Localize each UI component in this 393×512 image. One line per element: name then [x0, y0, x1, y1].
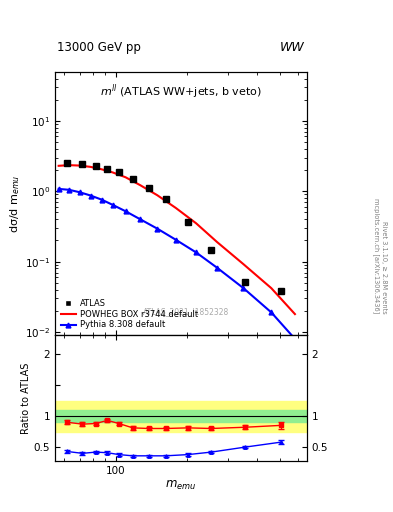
Text: WW: WW: [280, 41, 305, 54]
Legend: ATLAS, POWHEG BOX r3744 default, Pythia 8.308 default: ATLAS, POWHEG BOX r3744 default, Pythia …: [59, 297, 200, 331]
Y-axis label: dσ/d m$_{emu}$: dσ/d m$_{emu}$: [8, 174, 22, 232]
Text: Rivet 3.1.10, ≥ 2.8M events
mcplots.cern.ch [arXiv:1306.3436]: Rivet 3.1.10, ≥ 2.8M events mcplots.cern…: [373, 198, 387, 314]
Text: ATLAS_2021_I1852328: ATLAS_2021_I1852328: [143, 307, 229, 316]
Y-axis label: Ratio to ATLAS: Ratio to ATLAS: [21, 362, 31, 434]
Text: 13000 GeV pp: 13000 GeV pp: [57, 41, 141, 54]
X-axis label: $m_{emu}$: $m_{emu}$: [165, 478, 196, 492]
Bar: [55, 400, 307, 432]
Bar: [55, 410, 307, 422]
Text: $m^{ll}$ (ATLAS WW+jets, b veto): $m^{ll}$ (ATLAS WW+jets, b veto): [100, 82, 262, 101]
